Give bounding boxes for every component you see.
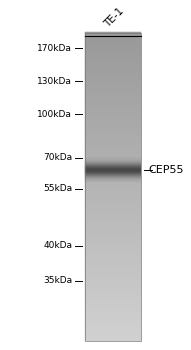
Text: 70kDa: 70kDa <box>43 153 72 162</box>
Text: TE-1: TE-1 <box>102 6 125 29</box>
Text: 40kDa: 40kDa <box>43 241 72 251</box>
Text: 130kDa: 130kDa <box>37 77 72 86</box>
Text: 55kDa: 55kDa <box>43 184 72 193</box>
Text: 35kDa: 35kDa <box>43 276 72 285</box>
Text: 170kDa: 170kDa <box>37 44 72 53</box>
Bar <box>85 33 141 341</box>
Text: 100kDa: 100kDa <box>37 110 72 119</box>
Text: CEP55: CEP55 <box>148 164 184 175</box>
